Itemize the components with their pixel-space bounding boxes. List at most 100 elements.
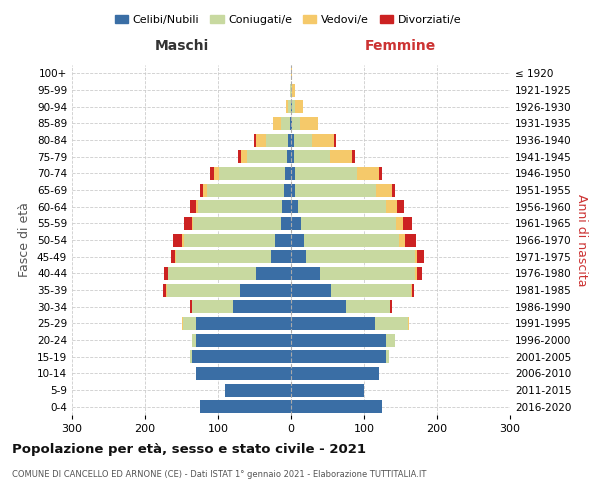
Bar [196, 317, 291, 330]
Bar [200, 400, 291, 413]
Bar [287, 150, 291, 163]
Bar [196, 334, 291, 346]
Text: Maschi: Maschi [154, 40, 209, 54]
Bar [198, 200, 282, 213]
Bar [291, 234, 304, 246]
Bar [304, 234, 399, 246]
Bar [291, 200, 298, 213]
Bar [298, 200, 386, 213]
Bar [416, 267, 422, 280]
Bar [291, 334, 386, 346]
Bar [291, 100, 292, 113]
Bar [173, 234, 182, 246]
Bar [295, 100, 302, 113]
Bar [291, 167, 295, 180]
Bar [192, 217, 193, 230]
Bar [416, 250, 424, 263]
Bar [175, 250, 176, 263]
Bar [300, 117, 318, 130]
Bar [291, 217, 301, 230]
Bar [291, 150, 294, 163]
Bar [190, 200, 196, 213]
Bar [266, 134, 288, 146]
Bar [291, 67, 292, 80]
Bar [390, 300, 392, 313]
Bar [274, 117, 281, 130]
Bar [275, 234, 291, 246]
Y-axis label: Anni di nascita: Anni di nascita [575, 194, 588, 286]
Bar [291, 117, 292, 130]
Bar [292, 100, 295, 113]
Bar [291, 400, 382, 413]
Bar [182, 234, 184, 246]
Bar [288, 134, 291, 146]
Bar [352, 150, 355, 163]
Bar [247, 150, 287, 163]
Bar [331, 150, 352, 163]
Bar [200, 184, 203, 196]
Bar [295, 184, 376, 196]
Bar [292, 84, 295, 96]
Bar [233, 300, 291, 313]
Bar [415, 250, 416, 263]
Bar [386, 350, 389, 363]
Bar [376, 184, 392, 196]
Bar [281, 117, 290, 130]
Bar [403, 217, 412, 230]
Bar [399, 234, 405, 246]
Bar [386, 334, 395, 346]
Bar [294, 150, 331, 163]
Bar [295, 167, 356, 180]
Bar [256, 267, 291, 280]
Bar [379, 167, 382, 180]
Bar [167, 267, 169, 280]
Bar [164, 267, 167, 280]
Bar [291, 250, 305, 263]
Bar [305, 250, 415, 263]
Bar [292, 117, 300, 130]
Bar [408, 317, 409, 330]
Bar [397, 200, 404, 213]
Bar [375, 317, 408, 330]
Bar [210, 167, 214, 180]
Bar [176, 250, 271, 263]
Bar [412, 284, 413, 296]
Bar [312, 134, 334, 146]
Bar [282, 200, 291, 213]
Bar [167, 284, 240, 296]
Bar [182, 317, 183, 330]
Bar [203, 184, 207, 196]
Bar [192, 300, 193, 313]
Bar [291, 384, 364, 396]
Bar [184, 234, 275, 246]
Bar [356, 167, 379, 180]
Bar [193, 300, 233, 313]
Bar [291, 267, 320, 280]
Bar [386, 200, 397, 213]
Bar [286, 100, 288, 113]
Bar [291, 284, 331, 296]
Bar [284, 184, 291, 196]
Bar [320, 267, 415, 280]
Bar [392, 184, 395, 196]
Bar [193, 350, 291, 363]
Bar [334, 134, 335, 146]
Bar [184, 217, 192, 230]
Bar [291, 300, 346, 313]
Bar [291, 184, 295, 196]
Bar [291, 84, 292, 96]
Bar [190, 300, 192, 313]
Bar [291, 367, 379, 380]
Bar [256, 134, 266, 146]
Bar [294, 134, 312, 146]
Bar [241, 150, 247, 163]
Bar [331, 284, 412, 296]
Bar [405, 234, 416, 246]
Bar [166, 284, 167, 296]
Bar [285, 167, 291, 180]
Bar [415, 267, 416, 280]
Bar [196, 367, 291, 380]
Bar [291, 134, 294, 146]
Bar [183, 317, 196, 330]
Bar [220, 167, 285, 180]
